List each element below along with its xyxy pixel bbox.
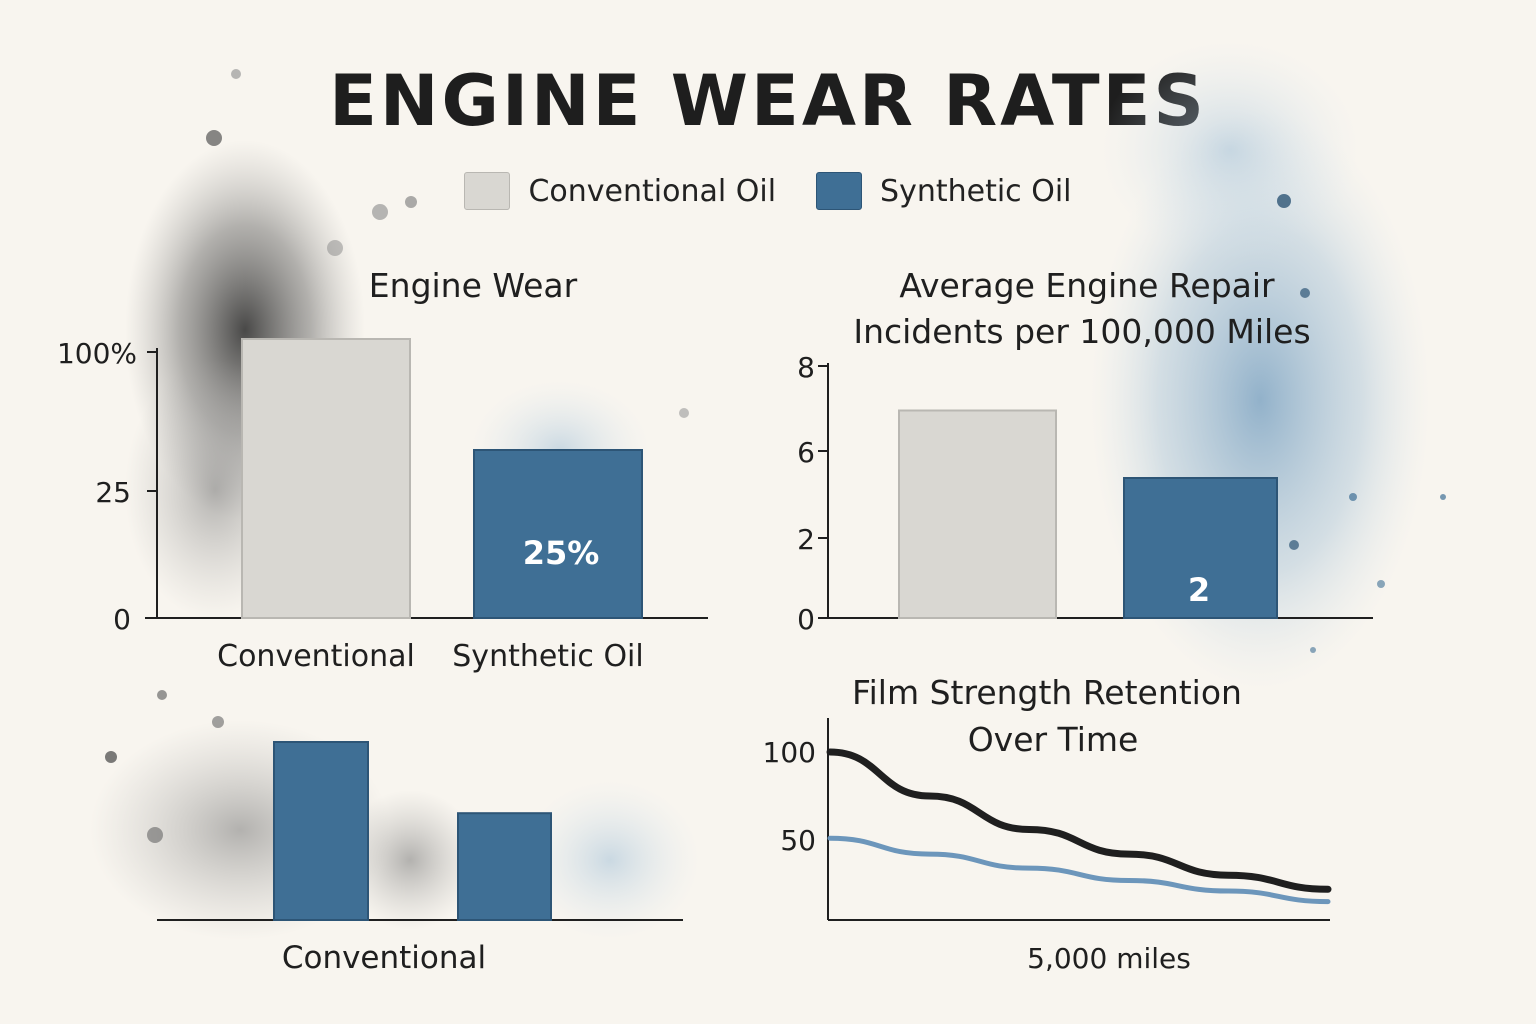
- ink-splash-grey-bottom-2: [340, 790, 480, 930]
- legend: Conventional Oil Synthetic Oil: [0, 172, 1536, 210]
- film-strength-title-line-2: Over Time: [968, 720, 1139, 759]
- repair-incidents-tick-label: 0: [797, 603, 815, 636]
- unlabeled-bar-xlabel: Conventional: [282, 940, 486, 976]
- ink-dot: [206, 130, 222, 146]
- repair-incidents-bar: [898, 409, 1057, 619]
- repair-incidents-title-line-1: Average Engine Repair: [899, 266, 1275, 305]
- ink-splash-blue-bottom: [520, 780, 700, 940]
- repair-incidents-tick-label: 8: [797, 351, 815, 384]
- legend-item-synthetic: Synthetic Oil: [816, 172, 1072, 210]
- ink-dot: [1440, 494, 1446, 500]
- film-strength-tick-label: 100: [763, 736, 816, 769]
- film-strength-series-line: [827, 835, 1331, 905]
- ink-dot: [157, 690, 167, 700]
- repair-incidents-data-label: 2: [1188, 571, 1210, 609]
- film-strength-xlabel: 5,000 miles: [1027, 942, 1191, 975]
- engine-wear-tick-label: 25: [95, 476, 131, 509]
- unlabeled-bar: [273, 741, 369, 921]
- engine-wear-category-label: Conventional: [217, 639, 415, 674]
- ink-dot: [105, 751, 117, 763]
- repair-incidents-tick-label: 2: [797, 523, 815, 556]
- engine-wear-data-label: 25%: [523, 534, 600, 572]
- ink-dot: [231, 69, 241, 79]
- ink-dot: [212, 716, 224, 728]
- legend-item-conventional: Conventional Oil: [464, 172, 776, 210]
- film-strength-chart: Film Strength Retention Over Time 50100 …: [763, 673, 1332, 975]
- repair-incidents-bar: [1123, 477, 1278, 619]
- repair-incidents-chart: Average Engine Repair Incidents per 100,…: [797, 266, 1373, 636]
- engine-wear-bar: [473, 449, 643, 619]
- page-title: ENGINE WEAR RATES: [329, 60, 1207, 142]
- engine-wear-chart: Engine Wear 0 25 100% Conventional Syntheti…: [57, 266, 708, 674]
- ink-dot: [1310, 647, 1316, 653]
- legend-swatch-conventional: [464, 172, 511, 210]
- unlabeled-bar-chart: Conventional: [157, 741, 683, 976]
- engine-wear-tick-label: 100%: [57, 337, 137, 370]
- legend-swatch-synthetic: [816, 172, 863, 210]
- ink-dot: [372, 204, 388, 220]
- engine-wear-tick-label: 0: [113, 603, 131, 636]
- unlabeled-bar: [457, 812, 552, 922]
- legend-label-conventional: Conventional Oil: [528, 173, 777, 209]
- ink-dot: [327, 240, 343, 256]
- repair-incidents-title-line-2: Incidents per 100,000 Miles: [853, 312, 1310, 351]
- ink-dot: [405, 196, 417, 208]
- ink-dot: [1289, 540, 1299, 550]
- ink-dot: [1349, 493, 1357, 501]
- repair-incidents-tick-label: 6: [797, 436, 815, 469]
- engine-wear-bar: [241, 338, 411, 619]
- film-strength-title-line-1: Film Strength Retention: [852, 673, 1242, 712]
- engine-wear-title: Engine Wear: [369, 266, 578, 305]
- ink-dot: [679, 408, 689, 418]
- ink-dot: [147, 827, 163, 843]
- ink-dot: [1300, 288, 1310, 298]
- engine-wear-category-label: Synthetic Oil: [452, 639, 643, 674]
- film-strength-tick-label: 50: [780, 824, 816, 857]
- film-strength-series-line: [826, 748, 1332, 893]
- ink-dot: [1377, 580, 1385, 588]
- legend-label-synthetic: Synthetic Oil: [880, 173, 1072, 209]
- ink-dot: [1277, 194, 1291, 208]
- ink-splash-blue-right-2: [1100, 40, 1360, 260]
